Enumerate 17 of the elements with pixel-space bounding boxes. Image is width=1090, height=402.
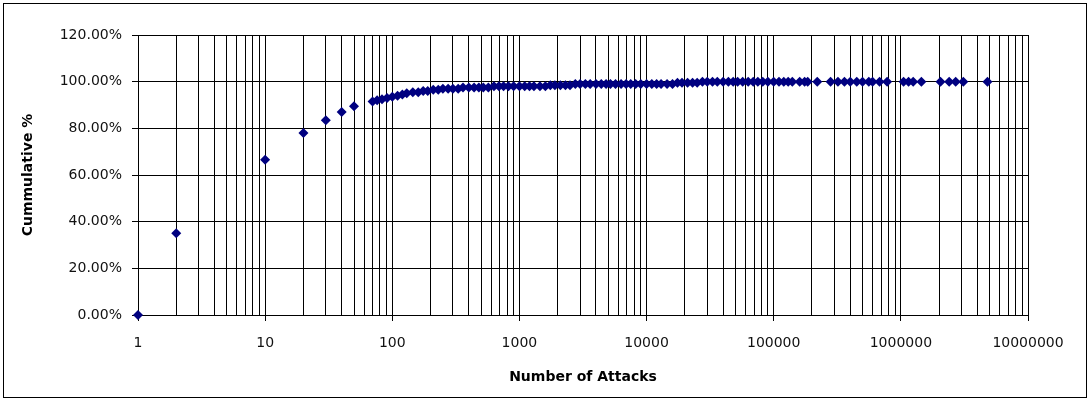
y-tick-label: 80.00% [68, 118, 122, 135]
x-tick-label: 1000 [501, 334, 538, 351]
x-tick-label: 1 [133, 334, 143, 351]
x-tick-label: 100000 [746, 334, 801, 351]
y-axis-title: Cummulative % [19, 113, 36, 237]
y-tick-label: 120.00% [59, 25, 122, 42]
x-tick-label: 1000000 [869, 334, 933, 351]
x-axis-title: Number of Attacks [509, 368, 657, 385]
y-tick-label: 40.00% [68, 212, 122, 229]
x-tick-label: 100 [378, 334, 406, 351]
x-tick-label: 10 [256, 334, 275, 351]
y-tick-label: 0.00% [77, 305, 122, 322]
y-tick-label: 20.00% [68, 258, 122, 275]
x-tick-label: 10000 [624, 334, 669, 351]
y-tick-label: 100.00% [59, 72, 122, 89]
x-tick-label: 10000000 [992, 334, 1064, 351]
y-tick-label: 60.00% [68, 165, 122, 182]
